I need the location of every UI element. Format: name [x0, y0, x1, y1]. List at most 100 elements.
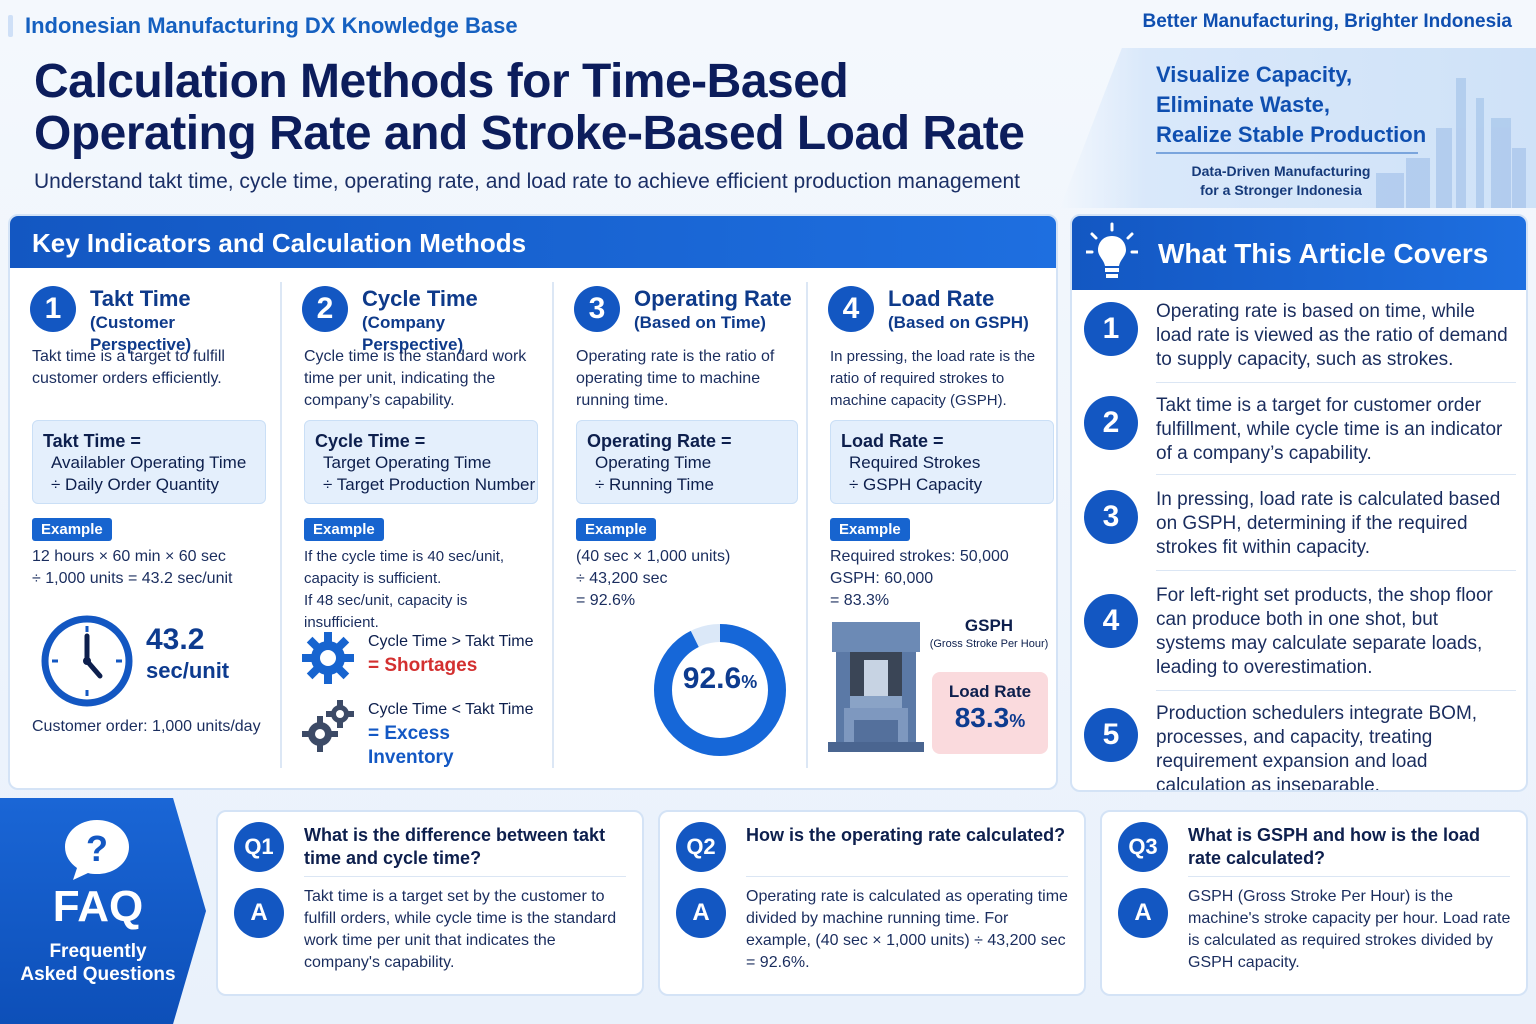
- factory-skyline-icon: [1376, 78, 1526, 208]
- question-badge: Q3: [1118, 822, 1168, 872]
- answer-text: GSPH (Gross Stroke Per Hour) is the mach…: [1188, 888, 1511, 971]
- faq-card-q2: Q2 How is the operating rate calculated?…: [658, 810, 1086, 996]
- faq-card-q3: Q3 What is GSPH and how is the load rate…: [1100, 810, 1528, 996]
- item-text: For left-right set products, the shop fl…: [1156, 585, 1493, 678]
- promo-heading: Visualize Capacity, Eliminate Waste, Rea…: [1156, 60, 1446, 150]
- promo-line-2: Eliminate Waste,: [1156, 92, 1331, 117]
- example-badge: Example: [576, 518, 656, 541]
- load-rate-column: 4 Load Rate (Based on GSPH) In pressing,…: [806, 282, 1056, 768]
- operating-rate-column: 3 Operating Rate (Based on Time) Operati…: [552, 282, 806, 768]
- example-line-3: = 83.3%: [830, 592, 890, 609]
- column-title-text: Cycle Time: [362, 286, 478, 311]
- answer-badge: A: [1118, 888, 1168, 938]
- column-subtitle: (Based on GSPH): [888, 313, 1029, 332]
- cycle-time-column: 2 Cycle Time (Company Perspective) Cycle…: [280, 282, 538, 770]
- article-covers-header: What This Article Covers: [1072, 216, 1526, 290]
- excess-condition: Cycle Time < Takt Time: [368, 701, 534, 718]
- divider: [1156, 690, 1516, 691]
- divider: [1156, 382, 1516, 383]
- faq-subtitle-1: Frequently: [49, 941, 147, 962]
- clock-icon: [41, 615, 133, 707]
- formula-box: Takt Time = Availabler Operating Time ÷ …: [32, 420, 266, 504]
- question-bubble-icon: ?: [65, 820, 129, 880]
- gsph-title: GSPH: [964, 616, 1014, 635]
- column-title-text: Operating Rate: [634, 286, 792, 311]
- divider: [1156, 474, 1516, 475]
- shortage-result: = Shortages: [368, 655, 478, 676]
- example-line-1: Required strokes: 50,000: [830, 548, 1009, 565]
- column-subtitle: (Company Perspective): [362, 313, 464, 354]
- item-number: 5: [1084, 708, 1138, 762]
- example-text: If the cycle time is 40 sec/unit, capaci…: [304, 546, 544, 634]
- load-rate-value: 83.3%: [932, 702, 1048, 734]
- step-number: 1: [30, 286, 76, 332]
- column-description: Cycle time is the standard work time per…: [304, 348, 527, 409]
- gear-icon: [302, 632, 354, 684]
- column-title: Operating Rate (Based on Time): [634, 286, 792, 334]
- page-title-line-2: Operating Rate and Stroke-Based Load Rat…: [34, 107, 1025, 160]
- article-covers-panel: What This Article Covers 1 Operating rat…: [1070, 214, 1528, 792]
- svg-text:?: ?: [86, 828, 108, 869]
- example-text: Required strokes: 50,000 GSPH: 60,000 = …: [830, 546, 1056, 612]
- brand-tick: [8, 15, 13, 37]
- item-number: 4: [1084, 594, 1138, 648]
- operating-rate-number: 92.6: [682, 662, 742, 695]
- formula-box: Load Rate = Required Strokes ÷ GSPH Capa…: [830, 420, 1054, 504]
- formula-title: Takt Time =: [43, 431, 141, 451]
- top-brand-bar: Indonesian Manufacturing DX Knowledge Ba…: [8, 12, 518, 40]
- example-line-1: If the cycle time is 40 sec/unit,: [304, 548, 505, 565]
- column-title-text: Takt Time: [90, 286, 191, 311]
- promo-line-3: Realize Stable Production: [1156, 122, 1427, 147]
- promo-foot-2: for a Stronger Indonesia: [1200, 182, 1362, 198]
- question-badge: Q1: [234, 822, 284, 872]
- example-line-3: = 92.6%: [576, 592, 636, 609]
- answer-badge: A: [676, 888, 726, 938]
- gsph-label: GSPH (Gross Stroke Per Hour): [924, 616, 1054, 652]
- load-rate-number: 83.3: [954, 702, 1010, 733]
- press-machine-icon: [828, 622, 924, 752]
- divider: [1156, 570, 1516, 571]
- load-rate-callout: Load Rate 83.3%: [932, 672, 1048, 754]
- promo-line-1: Visualize Capacity,: [1156, 62, 1353, 87]
- brand-name[interactable]: Indonesian Manufacturing DX Knowledge Ba…: [25, 13, 518, 38]
- takt-time-unit: sec/unit: [146, 658, 230, 683]
- formula-line-1: Target Operating Time: [323, 453, 492, 472]
- promo-divider: [1156, 152, 1418, 154]
- formula-line-1: Operating Time: [595, 453, 712, 472]
- step-number: 4: [828, 286, 874, 332]
- item-text: Operating rate is based on time, while l…: [1156, 301, 1508, 370]
- formula-title: Cycle Time =: [315, 431, 426, 451]
- question-text: What is the difference between takt time…: [304, 825, 606, 868]
- example-line-1: (40 sec × 1,000 units): [576, 548, 731, 565]
- example-badge: Example: [304, 518, 384, 541]
- example-badge: Example: [830, 518, 910, 541]
- example-line-2: ÷ 1,000 units = 43.2 sec/unit: [32, 570, 233, 587]
- item-number: 2: [1084, 396, 1138, 450]
- answer-text: Operating rate is calculated as operatin…: [746, 888, 1068, 971]
- key-indicators-heading: Key Indicators and Calculation Methods: [10, 216, 1056, 268]
- takt-time-number: 43.2: [146, 623, 205, 656]
- question-badge: Q2: [676, 822, 726, 872]
- formula-title: Operating Rate =: [587, 431, 732, 451]
- formula-title: Load Rate =: [841, 431, 944, 451]
- load-rate-unit: %: [1009, 711, 1026, 731]
- divider: [304, 876, 626, 877]
- key-indicators-panel: Key Indicators and Calculation Methods 1…: [8, 214, 1058, 790]
- promo-banner: Visualize Capacity, Eliminate Waste, Rea…: [1060, 48, 1536, 208]
- item-text: Takt time is a target for customer order…: [1156, 395, 1503, 464]
- column-description: In pressing, the load rate is the ratio …: [830, 348, 1036, 409]
- takt-time-value: 43.2 sec/unit: [146, 624, 229, 686]
- page-subtitle: Understand takt time, cycle time, operat…: [34, 170, 1021, 193]
- formula-box: Cycle Time = Target Operating Time ÷ Tar…: [304, 420, 538, 504]
- formula-line-2: ÷ Target Production Number: [323, 475, 536, 494]
- faq-card-q1: Q1 What is the difference between takt t…: [216, 810, 644, 996]
- tagline: Better Manufacturing, Brighter Indonesia: [1142, 11, 1512, 32]
- answer-badge: A: [234, 888, 284, 938]
- question-text: How is the operating rate calculated?: [746, 825, 1066, 845]
- item-text: Production schedulers integrate BOM, pro…: [1156, 703, 1478, 792]
- step-number: 2: [302, 286, 348, 332]
- excess-comparison: Cycle Time < Takt Time = Excess Inventor…: [368, 698, 534, 770]
- shortage-comparison: Cycle Time > Takt Time = Shortages: [368, 630, 534, 678]
- excess-result: = Excess Inventory: [368, 723, 454, 768]
- item-number: 1: [1084, 302, 1138, 356]
